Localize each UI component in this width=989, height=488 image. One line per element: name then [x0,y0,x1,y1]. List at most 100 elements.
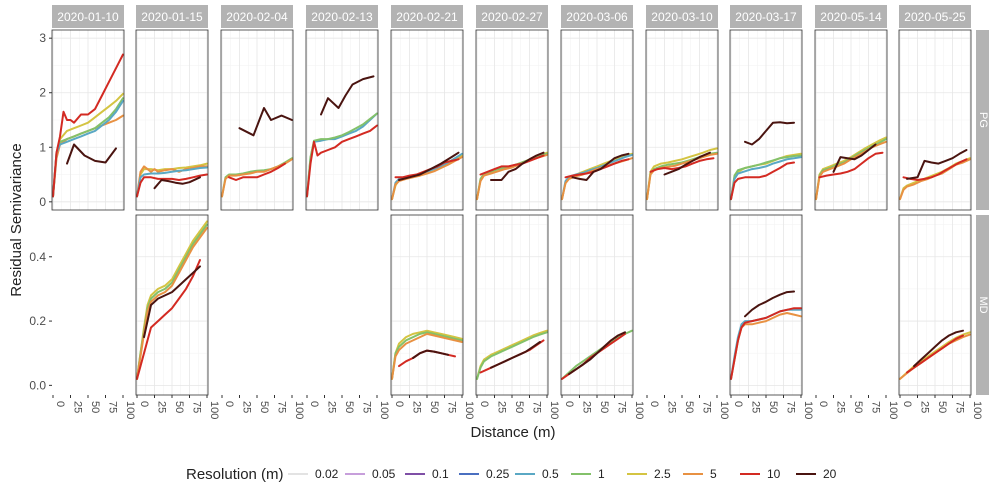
facet-strip-label: 2020-05-25 [904,10,966,24]
facet-strip-label: 2020-02-04 [226,10,288,24]
series-line [568,331,626,376]
legend-label: 20 [823,467,837,481]
series-line [730,154,802,201]
legend-item: 0.02 [288,467,339,481]
series-line [906,334,964,374]
x-tick-label: 0 [648,401,660,407]
series-line [136,165,208,198]
x-tick-label: 75 [616,401,628,413]
series-line [571,152,630,181]
panel-border [475,29,549,211]
x-tick-label: 100 [124,401,136,419]
facet-strip [815,5,887,28]
series-line [476,331,548,380]
panel-border [814,29,888,211]
facet-strip [52,5,124,28]
facet-strip [306,5,378,28]
x-tick-label: 50 [428,401,440,413]
legend-title: Resolution (m) [186,466,284,483]
y-tick-label: 1 [39,140,46,154]
series-line [391,156,463,201]
series-line [228,162,286,181]
x-tick-label: 50 [767,401,779,413]
series-line [136,173,208,198]
series-line [818,151,884,179]
panel-border [220,29,294,211]
facet-strip-label: 2020-02-27 [481,10,543,24]
x-tick-label: 0 [223,401,235,407]
series-line [730,307,802,380]
facet-strip-label: 2020-05-14 [820,10,882,24]
legend-item: 10 [740,467,781,481]
series-line [391,332,463,380]
x-tick-label: 100 [548,401,560,419]
x-tick-label: 50 [936,401,948,413]
facet-strip [136,5,208,28]
legend-item: 2.5 [627,467,671,481]
series-line [398,151,460,181]
y-axis-label: Residual Semivariance [8,143,25,296]
x-tick-label: 0 [817,401,829,407]
series-line [730,156,802,201]
series-line [153,176,201,190]
x-tick-label: 0 [138,401,150,407]
panel-border [645,29,719,211]
x-tick-label: 100 [802,401,814,419]
facet-panel [814,29,888,211]
y-tick-label: 3 [39,31,46,45]
x-tick-label: 50 [258,401,270,413]
series-line [479,154,545,176]
series-line [913,329,964,368]
series-line [391,331,463,380]
x-tick-label: 0 [901,401,913,407]
facet-strip [561,5,633,28]
facet-strip [221,5,293,28]
facet-panel [560,29,634,211]
y-tick-label: 0.2 [29,314,46,328]
x-tick-label: 25 [835,401,847,413]
legend-item: 0.25 [459,467,510,481]
legend: Resolution (m) 0.02 0.05 0.1 0.25 0.5 1 2.5 5 10 2… [186,466,837,483]
facet-strip-label: 2020-02-21 [396,10,458,24]
panel-border [390,29,464,211]
x-tick-label: 25 [72,401,84,413]
row-strip [976,30,989,210]
x-tick-label: 25 [326,401,338,413]
row-strip-label: PG [977,112,989,128]
legend-item: 0.05 [345,467,396,481]
series-line [490,151,545,181]
series-line [238,107,293,137]
legend-label: 0.5 [542,467,559,481]
facet-strip [646,5,718,28]
facet-panel [305,29,379,211]
legend-label: 10 [767,467,781,481]
facet-strip [476,5,548,28]
series-line [52,53,124,198]
series-line [902,158,968,181]
panel-border [135,29,209,211]
legend-label: 0.25 [486,467,510,481]
x-tick-label: 75 [701,401,713,413]
x-tick-label: 50 [513,401,525,413]
facet-panel [729,29,803,211]
series-line [136,259,201,380]
x-axis-label: Distance (m) [470,424,555,441]
x-tick-label: 0 [732,401,744,407]
facet-panel [645,29,719,211]
x-tick-label: 75 [870,401,882,413]
series-line [730,161,795,201]
x-tick-label: 100 [887,401,899,419]
legend-label: 5 [710,467,717,481]
y-tick-label: 2 [39,86,46,100]
x-tick-label: 75 [107,401,119,413]
y-tick-label: 0.0 [29,378,46,392]
facet-strip-label: 2020-01-10 [57,10,119,24]
x-tick-label: 50 [89,401,101,413]
x-tick-label: 75 [361,401,373,413]
series-line [320,75,375,116]
series-line [66,143,117,165]
row-strip-label: MD [977,296,989,313]
panel-border [729,29,803,211]
series-line [143,265,201,339]
series-line [52,99,124,198]
